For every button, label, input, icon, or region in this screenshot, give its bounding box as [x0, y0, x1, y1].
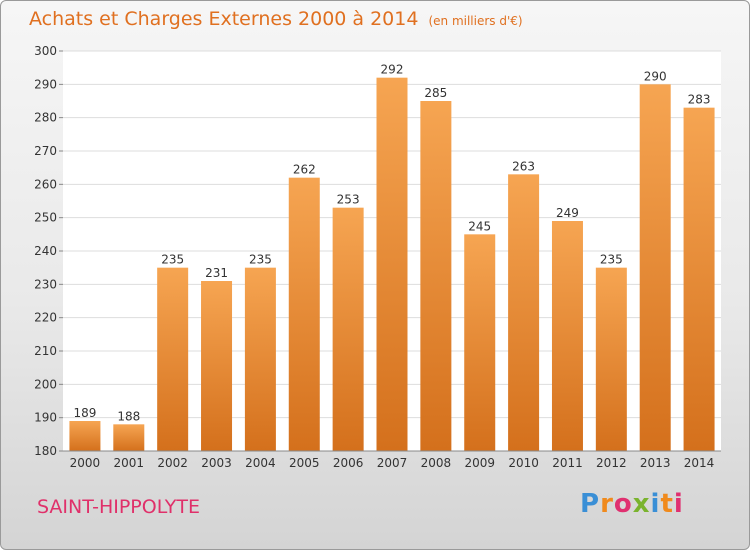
y-tick-label: 180 — [34, 444, 57, 458]
bar-2014 — [683, 107, 715, 452]
x-tick-label: 2007 — [377, 456, 408, 470]
data-label: 235 — [161, 253, 184, 267]
logo-letter: i — [650, 489, 661, 519]
data-label: 262 — [293, 163, 316, 177]
logo-letter: x — [632, 489, 651, 519]
bar-2010 — [508, 174, 540, 452]
bar-2003 — [201, 281, 233, 451]
data-label: 290 — [644, 69, 667, 83]
y-tick-label: 270 — [34, 144, 57, 158]
bar-2005 — [288, 177, 320, 451]
y-tick-label: 290 — [34, 77, 57, 91]
y-tick-label: 300 — [34, 44, 57, 58]
y-tick-label: 210 — [34, 344, 57, 358]
data-label: 263 — [512, 159, 535, 173]
logo-letter: o — [613, 489, 633, 519]
data-label: 245 — [468, 219, 491, 233]
y-tick-label: 280 — [34, 111, 57, 125]
y-tick-label: 240 — [34, 244, 57, 258]
chart-title-text: Achats et Charges Externes 2000 à 2014 — [29, 8, 419, 30]
data-label: 283 — [688, 93, 711, 107]
x-tick-label: 2013 — [640, 456, 671, 470]
data-label: 235 — [600, 253, 623, 267]
bar-2000 — [69, 421, 101, 451]
bar-2009 — [464, 234, 496, 451]
x-tick-label: 2006 — [333, 456, 364, 470]
bar-2011 — [551, 221, 583, 451]
commune-name: SAINT-HIPPOLYTE — [37, 496, 200, 518]
bar-2002 — [157, 267, 189, 451]
y-tick-label: 200 — [34, 377, 57, 391]
x-tick-label: 2003 — [201, 456, 232, 470]
bar-2004 — [244, 267, 276, 451]
data-label: 253 — [337, 193, 360, 207]
x-axis-ticks: 2000 2001 2002 2003 2004 2005 2006 2007 2008 2009… — [70, 456, 715, 470]
logo-letter: P — [580, 489, 601, 519]
x-tick-label: 2014 — [684, 456, 715, 470]
bar-2006 — [332, 207, 364, 451]
proxiti-logo: Proxiti — [580, 489, 684, 519]
bar-2008 — [420, 101, 452, 451]
data-label: 235 — [249, 253, 272, 267]
y-axis-ticks: 180 190 200 210 220 230 240 250 260 270 280 290 300 — [34, 44, 63, 458]
x-tick-label: 2011 — [552, 456, 583, 470]
y-tick-label: 230 — [34, 277, 57, 291]
x-tick-label: 2010 — [508, 456, 539, 470]
data-label: 189 — [73, 406, 96, 420]
x-tick-label: 2008 — [421, 456, 452, 470]
y-tick-label: 250 — [34, 211, 57, 225]
bar-2012 — [595, 267, 627, 451]
data-label: 231 — [205, 266, 228, 280]
y-tick-label: 190 — [34, 411, 57, 425]
y-tick-label: 220 — [34, 311, 57, 325]
x-tick-label: 2009 — [464, 456, 495, 470]
x-tick-label: 2012 — [596, 456, 627, 470]
data-label: 285 — [424, 86, 447, 100]
logo-letter: t — [660, 489, 674, 519]
bars: 189 188 235 231 235 262 253 292 285 245 263 249 235 2… — [69, 63, 715, 452]
data-label: 249 — [556, 206, 579, 220]
bar-2013 — [639, 84, 671, 451]
logo-letter: i — [673, 489, 684, 519]
chart-title: Achats et Charges Externes 2000 à 2014 (e… — [29, 8, 523, 30]
logo-letter: r — [600, 489, 614, 519]
y-tick-label: 260 — [34, 177, 57, 191]
data-label: 292 — [381, 63, 404, 77]
x-tick-label: 2004 — [245, 456, 276, 470]
x-tick-label: 2000 — [70, 456, 101, 470]
bar-2001 — [113, 424, 145, 451]
x-tick-label: 2001 — [114, 456, 145, 470]
x-tick-label: 2002 — [157, 456, 188, 470]
bar-2007 — [376, 77, 408, 452]
x-tick-label: 2005 — [289, 456, 320, 470]
chart-subtitle: (en milliers d'€) — [428, 14, 523, 28]
data-label: 188 — [117, 409, 140, 423]
